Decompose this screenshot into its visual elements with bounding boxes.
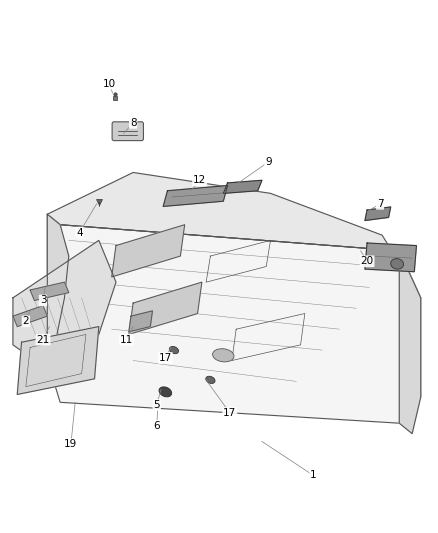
Text: 17: 17 (159, 353, 172, 363)
Text: 7: 7 (377, 199, 383, 209)
Text: 21: 21 (36, 335, 49, 345)
Polygon shape (399, 251, 421, 434)
Text: 19: 19 (64, 439, 78, 449)
Polygon shape (129, 311, 152, 332)
Ellipse shape (391, 259, 403, 269)
Text: 10: 10 (103, 79, 116, 88)
Text: 8: 8 (130, 118, 137, 128)
Polygon shape (13, 240, 116, 382)
Text: 11: 11 (120, 335, 133, 345)
Polygon shape (47, 214, 421, 423)
Text: 17: 17 (223, 408, 237, 418)
Polygon shape (47, 173, 421, 298)
Ellipse shape (206, 376, 215, 383)
Polygon shape (30, 282, 69, 301)
Ellipse shape (212, 349, 234, 362)
Text: 20: 20 (360, 256, 374, 266)
Text: 1: 1 (310, 471, 317, 480)
FancyBboxPatch shape (112, 122, 144, 141)
Polygon shape (129, 282, 202, 334)
Polygon shape (47, 214, 69, 360)
Polygon shape (163, 185, 228, 206)
Polygon shape (223, 180, 262, 193)
Text: 12: 12 (193, 175, 206, 185)
Text: 4: 4 (76, 228, 83, 238)
Ellipse shape (159, 387, 172, 397)
Polygon shape (365, 207, 391, 221)
Text: 9: 9 (265, 157, 272, 167)
Ellipse shape (170, 346, 179, 354)
Text: 2: 2 (22, 317, 29, 326)
Text: 3: 3 (40, 295, 46, 305)
Polygon shape (13, 306, 47, 327)
Polygon shape (17, 327, 99, 394)
Text: 6: 6 (153, 421, 160, 431)
Polygon shape (112, 225, 185, 277)
Text: 5: 5 (153, 400, 160, 410)
Polygon shape (365, 243, 417, 272)
